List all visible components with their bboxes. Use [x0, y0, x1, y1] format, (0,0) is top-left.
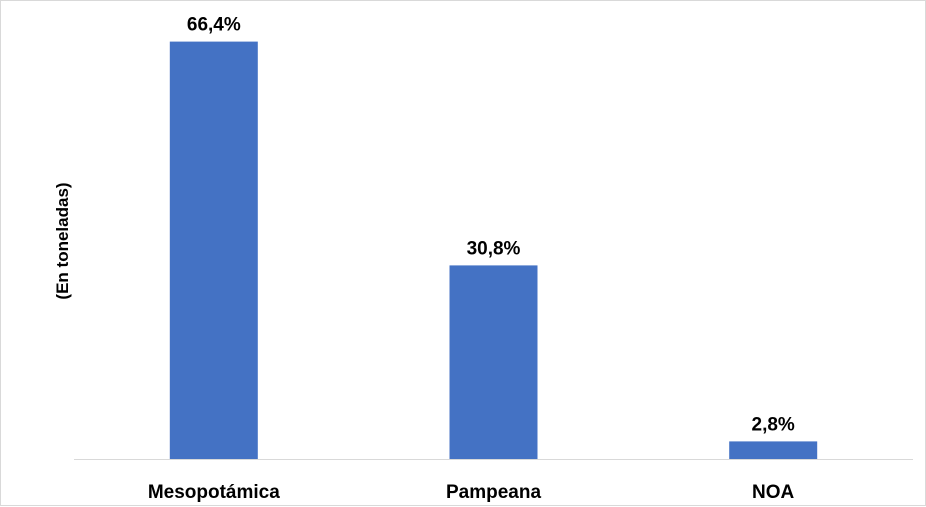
x-tick-label-2: NOA [752, 482, 795, 503]
data-labels-group: 66,4% 30,8% 2,8% [187, 15, 795, 436]
bar-2 [729, 441, 818, 459]
data-label-2: 2,8% [752, 414, 795, 435]
bars-group [169, 41, 818, 459]
x-tick-label-0: Mesopotámica [148, 482, 280, 503]
data-label-1: 30,8% [467, 238, 521, 259]
bar-1 [449, 265, 538, 459]
data-label-0: 66,4% [187, 15, 241, 36]
x-tick-labels-group: Mesopotámica Pampeana NOA [148, 482, 795, 503]
y-axis-label: (En toneladas) [53, 182, 72, 299]
x-tick-label-1: Pampeana [446, 482, 541, 503]
bar-0 [169, 41, 258, 459]
